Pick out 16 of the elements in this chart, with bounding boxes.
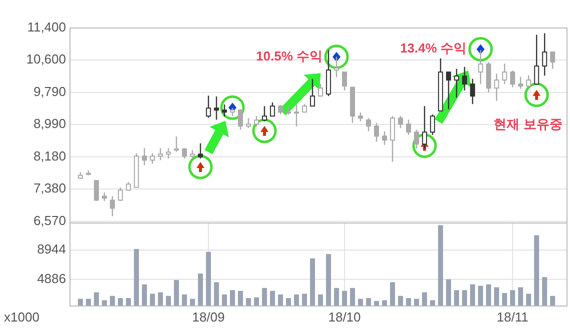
x-tick-label: 18/10 — [328, 309, 361, 324]
text: x1000 — [4, 309, 40, 324]
y-tick-label: 4886 — [37, 270, 66, 286]
y-tick-label: 8,990 — [33, 116, 66, 131]
y-tick-label: 6,570 — [33, 212, 66, 228]
y-tick-label: 10,600 — [26, 51, 66, 66]
x-tick-label: 18/09 — [192, 309, 225, 324]
annotation: 10.5% 수익 — [256, 48, 323, 64]
y-tick-label: 8944 — [37, 242, 66, 257]
annotation: 13.4% 수익 — [400, 40, 467, 56]
y-tick-label: 9,790 — [33, 84, 66, 99]
x-tick-label: 18/11 — [496, 309, 528, 324]
annotation: 현재 보유중 — [494, 116, 562, 132]
y-tick-label: 11,400 — [27, 19, 66, 34]
y-tick-label: 7,380 — [33, 180, 66, 196]
y-tick-label: 8,180 — [33, 148, 66, 164]
